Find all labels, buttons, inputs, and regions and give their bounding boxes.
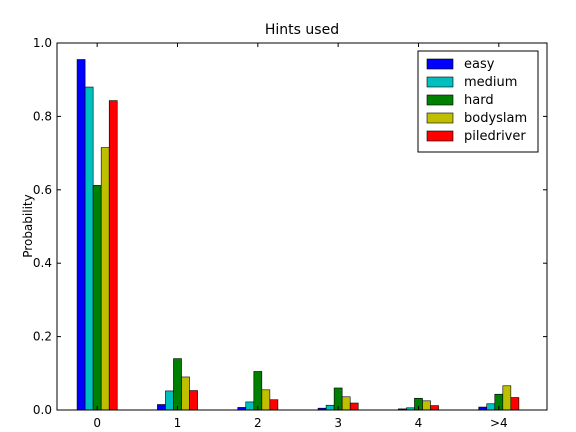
x-tick-label: 3 [334,416,342,430]
bar-easy-1 [157,404,166,411]
bar-medium-0 [84,86,94,411]
x-tick-label: 1 [174,416,182,430]
legend-label-medium: medium [464,75,517,90]
y-tick-label: 0.6 [33,183,52,197]
bar-bodyslam-4 [422,400,431,411]
bar-piledriver-2 [269,399,279,411]
x-tick-label: 2 [254,416,262,430]
plot-frame [56,42,548,411]
legend-swatch-bodyslam [426,112,454,124]
bar-piledriver-4 [430,405,439,411]
bar-bodyslam-5 [502,385,512,411]
axis-ticks: 0.0 0.2 0.4 0.6 0.8 1.0 0 1 2 3 4 >4 [33,36,547,430]
legend-label-bodyslam: bodyslam [464,111,527,126]
legend-label-easy: easy [464,57,495,72]
legend-swatch-medium [426,76,454,88]
x-tick-label: 4 [415,416,423,430]
legend: easy medium hard bodyslam piledriver [417,50,539,153]
y-tick-label: 0.0 [33,403,52,417]
legend-label-piledriver: piledriver [464,129,526,144]
bar-medium-5 [486,403,496,411]
bar-bodyslam-0 [100,147,110,411]
y-tick-label: 0.8 [33,109,52,123]
legend-swatch-easy [426,58,454,70]
chart-title: Hints used [265,22,339,38]
y-tick-label: 1.0 [33,36,52,50]
bar-medium-2 [245,401,255,411]
bar-bodyslam-1 [181,376,190,411]
y-tick-label: 0.2 [33,330,52,344]
legend-label-hard: hard [464,93,494,108]
legend-swatch-hard [426,94,454,106]
legend-swatch-piledriver [426,130,454,142]
bar-bodyslam-2 [261,389,271,411]
bar-medium-3 [325,404,335,411]
bar-medium-1 [165,390,174,411]
y-axis-label: Probability [21,194,35,257]
bar-hard-0 [92,185,102,411]
bar-hard-2 [253,371,263,411]
bar-piledriver-3 [349,402,359,411]
y-tick-label: 0.4 [33,256,52,270]
bar-piledriver-0 [108,100,118,411]
bar-hard-1 [173,358,182,411]
bar-piledriver-5 [510,397,520,411]
x-tick-label: 0 [93,416,101,430]
bars-group [76,59,520,411]
bar-bodyslam-3 [341,396,351,411]
x-tick-label: >4 [490,416,508,430]
bar-easy-0 [76,59,86,411]
bar-piledriver-1 [189,390,198,411]
